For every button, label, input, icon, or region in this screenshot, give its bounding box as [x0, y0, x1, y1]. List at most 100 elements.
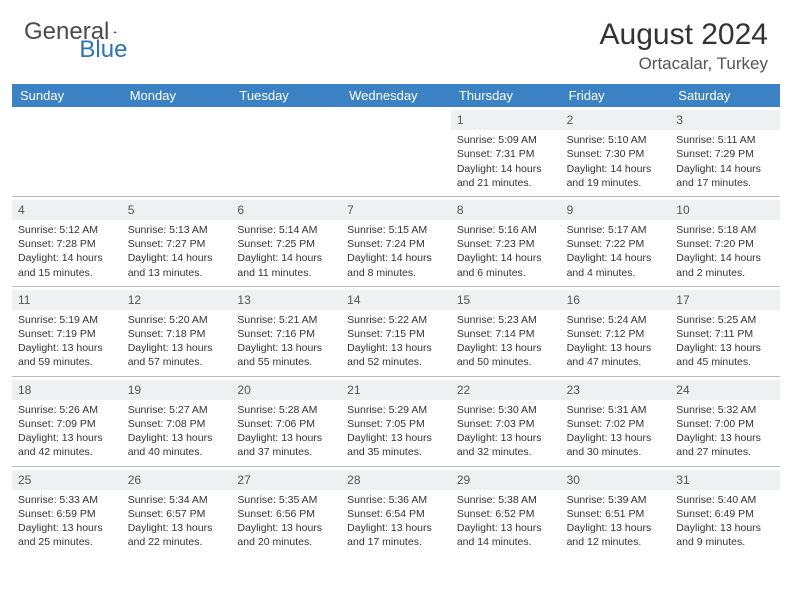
daylight-line: Daylight: 13 hours and 17 minutes. — [347, 521, 445, 549]
sunrise-line: Sunrise: 5:23 AM — [457, 313, 555, 327]
sunset-line: Sunset: 7:11 PM — [676, 327, 774, 341]
empty-cell — [12, 107, 122, 196]
sunset-line: Sunset: 7:05 PM — [347, 417, 445, 431]
sunrise-line: Sunrise: 5:32 AM — [676, 403, 774, 417]
day-of-week-header: Monday — [122, 84, 232, 107]
daylight-line: Daylight: 13 hours and 45 minutes. — [676, 341, 774, 369]
sunrise-line: Sunrise: 5:34 AM — [128, 493, 226, 507]
location: Ortacalar, Turkey — [600, 54, 768, 74]
day-number: 11 — [12, 290, 122, 310]
daylight-line: Daylight: 13 hours and 25 minutes. — [18, 521, 116, 549]
week-row: 11Sunrise: 5:19 AMSunset: 7:19 PMDayligh… — [12, 287, 780, 377]
daylight-line: Daylight: 13 hours and 22 minutes. — [128, 521, 226, 549]
sunset-line: Sunset: 6:56 PM — [237, 507, 335, 521]
day-cell: 16Sunrise: 5:24 AMSunset: 7:12 PMDayligh… — [561, 287, 671, 376]
daylight-line: Daylight: 13 hours and 55 minutes. — [237, 341, 335, 369]
day-number: 14 — [341, 290, 451, 310]
sunset-line: Sunset: 7:02 PM — [567, 417, 665, 431]
daylight-line: Daylight: 14 hours and 19 minutes. — [567, 162, 665, 190]
daylight-line: Daylight: 14 hours and 4 minutes. — [567, 251, 665, 279]
sunrise-line: Sunrise: 5:38 AM — [457, 493, 555, 507]
sunset-line: Sunset: 7:23 PM — [457, 237, 555, 251]
day-cell: 24Sunrise: 5:32 AMSunset: 7:00 PMDayligh… — [670, 377, 780, 466]
daylight-line: Daylight: 14 hours and 8 minutes. — [347, 251, 445, 279]
sunset-line: Sunset: 7:20 PM — [676, 237, 774, 251]
sunrise-line: Sunrise: 5:13 AM — [128, 223, 226, 237]
daylight-line: Daylight: 14 hours and 21 minutes. — [457, 162, 555, 190]
day-cell: 14Sunrise: 5:22 AMSunset: 7:15 PMDayligh… — [341, 287, 451, 376]
daylight-line: Daylight: 13 hours and 20 minutes. — [237, 521, 335, 549]
sunrise-line: Sunrise: 5:10 AM — [567, 133, 665, 147]
day-number: 7 — [341, 200, 451, 220]
logo: General Blue — [24, 18, 193, 46]
sunset-line: Sunset: 6:54 PM — [347, 507, 445, 521]
day-of-week-header: Tuesday — [231, 84, 341, 107]
sunset-line: Sunset: 7:24 PM — [347, 237, 445, 251]
sunrise-line: Sunrise: 5:31 AM — [567, 403, 665, 417]
sunrise-line: Sunrise: 5:30 AM — [457, 403, 555, 417]
daylight-line: Daylight: 13 hours and 50 minutes. — [457, 341, 555, 369]
sunrise-line: Sunrise: 5:21 AM — [237, 313, 335, 327]
day-of-week-header: Sunday — [12, 84, 122, 107]
day-cell: 26Sunrise: 5:34 AMSunset: 6:57 PMDayligh… — [122, 467, 232, 556]
day-cell: 19Sunrise: 5:27 AMSunset: 7:08 PMDayligh… — [122, 377, 232, 466]
sunset-line: Sunset: 6:52 PM — [457, 507, 555, 521]
sunrise-line: Sunrise: 5:12 AM — [18, 223, 116, 237]
day-cell: 2Sunrise: 5:10 AMSunset: 7:30 PMDaylight… — [561, 107, 671, 196]
sunset-line: Sunset: 6:49 PM — [676, 507, 774, 521]
day-cell: 4Sunrise: 5:12 AMSunset: 7:28 PMDaylight… — [12, 197, 122, 286]
sunset-line: Sunset: 7:03 PM — [457, 417, 555, 431]
sunset-line: Sunset: 7:16 PM — [237, 327, 335, 341]
day-cell: 23Sunrise: 5:31 AMSunset: 7:02 PMDayligh… — [561, 377, 671, 466]
day-number: 12 — [122, 290, 232, 310]
day-number: 31 — [670, 470, 780, 490]
daylight-line: Daylight: 13 hours and 14 minutes. — [457, 521, 555, 549]
day-cell: 15 Sunrise: 5:23 AMSunset: 7:14 PMDayligh… — [451, 287, 561, 376]
day-number: 13 — [231, 290, 341, 310]
sunrise-line: Sunrise: 5:39 AM — [567, 493, 665, 507]
weeks-container: 1Sunrise: 5:09 AMSunset: 7:31 PMDaylight… — [12, 107, 780, 555]
day-cell: 25Sunrise: 5:33 AMSunset: 6:59 PMDayligh… — [12, 467, 122, 556]
month-title: August 2024 — [600, 18, 768, 52]
day-cell: 7Sunrise: 5:15 AMSunset: 7:24 PMDaylight… — [341, 197, 451, 286]
sunset-line: Sunset: 7:15 PM — [347, 327, 445, 341]
day-cell: 21Sunrise: 5:29 AMSunset: 7:05 PMDayligh… — [341, 377, 451, 466]
daylight-line: Daylight: 13 hours and 37 minutes. — [237, 431, 335, 459]
day-number: 10 — [670, 200, 780, 220]
day-cell: 22Sunrise: 5:30 AMSunset: 7:03 PMDayligh… — [451, 377, 561, 466]
day-number: 1 — [451, 110, 561, 130]
day-number: 15 — [451, 290, 561, 310]
day-cell: 29Sunrise: 5:38 AMSunset: 6:52 PMDayligh… — [451, 467, 561, 556]
sunset-line: Sunset: 7:30 PM — [567, 147, 665, 161]
day-cell: 18Sunrise: 5:26 AMSunset: 7:09 PMDayligh… — [12, 377, 122, 466]
sunset-line: Sunset: 7:18 PM — [128, 327, 226, 341]
day-number: 22 — [451, 380, 561, 400]
daylight-line: Daylight: 14 hours and 15 minutes. — [18, 251, 116, 279]
sunrise-line: Sunrise: 5:40 AM — [676, 493, 774, 507]
day-number: 6 — [231, 200, 341, 220]
sunrise-line: Sunrise: 5:24 AM — [567, 313, 665, 327]
sunset-line: Sunset: 7:31 PM — [457, 147, 555, 161]
title-block: August 2024 Ortacalar, Turkey — [600, 18, 768, 74]
sunset-line: Sunset: 7:29 PM — [676, 147, 774, 161]
sunset-line: Sunset: 7:19 PM — [18, 327, 116, 341]
empty-cell — [341, 107, 451, 196]
sunset-line: Sunset: 7:06 PM — [237, 417, 335, 431]
header: General Blue August 2024 Ortacalar, Turk… — [0, 0, 792, 84]
sunrise-line: Sunrise: 5:36 AM — [347, 493, 445, 507]
week-row: 18Sunrise: 5:26 AMSunset: 7:09 PMDayligh… — [12, 377, 780, 467]
day-number: 3 — [670, 110, 780, 130]
sunrise-line: Sunrise: 5:29 AM — [347, 403, 445, 417]
day-cell: 31Sunrise: 5:40 AMSunset: 6:49 PMDayligh… — [670, 467, 780, 556]
daylight-line: Daylight: 13 hours and 57 minutes. — [128, 341, 226, 369]
day-number: 5 — [122, 200, 232, 220]
day-cell: 27Sunrise: 5:35 AMSunset: 6:56 PMDayligh… — [231, 467, 341, 556]
sunrise-line: Sunrise: 5:28 AM — [237, 403, 335, 417]
week-row: 1Sunrise: 5:09 AMSunset: 7:31 PMDaylight… — [12, 107, 780, 197]
sunset-line: Sunset: 7:08 PM — [128, 417, 226, 431]
calendar: SundayMondayTuesdayWednesdayThursdayFrid… — [0, 84, 792, 555]
daylight-line: Daylight: 13 hours and 12 minutes. — [567, 521, 665, 549]
sunset-line: Sunset: 7:14 PM — [457, 327, 555, 341]
day-cell: 13 Sunrise: 5:21 AMSunset: 7:16 PMDayligh… — [231, 287, 341, 376]
day-of-week-header: Saturday — [670, 84, 780, 107]
